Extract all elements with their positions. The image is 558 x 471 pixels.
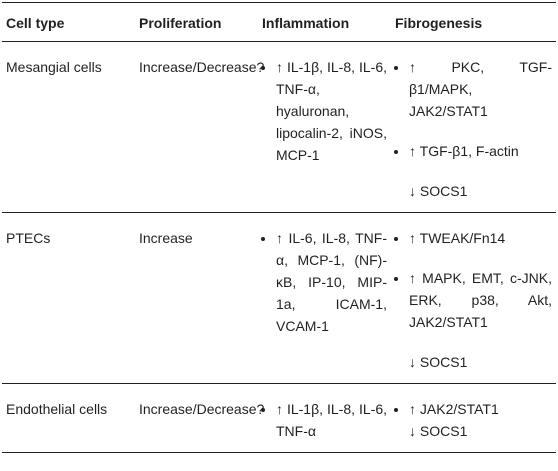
bullet-item: ↑ PKC, TGF-β1/MAPK, JAK2/STAT1: [409, 56, 552, 122]
bullet-list: ↑ PKC, TGF-β1/MAPK, JAK2/STAT1 ↑ TGF-β1, …: [395, 56, 552, 162]
proliferation: Increase/Decrease?: [135, 41, 264, 213]
bullet-item: ↑ IL-6, IL-8, TNF-α, MCP-1, (NF)-κB, IP-…: [276, 227, 387, 337]
inflammation: ↑ IL-6, IL-8, TNF-α, MCP-1, (NF)-κB, IP-…: [258, 212, 391, 384]
cell-type: Endothelial cells: [2, 383, 135, 453]
cell-type: PTECs: [2, 212, 135, 384]
proliferation: Increase: [135, 212, 258, 384]
cell-type: Mesangial cells: [2, 41, 135, 213]
bullet-list: ↑ IL-1β, IL-8, IL-6, TNF-α: [262, 398, 387, 442]
trailing-item: ↓ SOCS1: [409, 354, 468, 370]
fibrogenesis: ↑ PKC, TGF-β1/MAPK, JAK2/STAT1 ↑ TGF-β1, …: [391, 41, 556, 213]
bullet-list: ↑ JAK2/STAT1: [395, 398, 552, 420]
header-cell: Fibrogenesis: [391, 2, 556, 42]
header-cell: Cell type: [2, 2, 135, 42]
bullet-item: ↑ TGF-β1, F-actin: [409, 140, 552, 162]
fibrogenesis: ↑ JAK2/STAT1 ↓ SOCS1: [391, 383, 556, 453]
inflammation: ↑ IL-1β, IL-8, IL-6, TNF-α: [258, 383, 391, 453]
fibrogenesis: ↑ TWEAK/Fn14 ↑ MAPK, EMT, c-JNK, ERK, p38…: [391, 212, 556, 384]
inflammation: ↑ IL-1β, IL-8, IL-6, TNF-α, hyaluronan, …: [258, 41, 391, 213]
header-cell: Inflammation: [258, 2, 391, 42]
bullet-list: ↑ TWEAK/Fn14 ↑ MAPK, EMT, c-JNK, ERK, p38…: [395, 227, 552, 333]
bullet-item: ↑ MAPK, EMT, c-JNK, ERK, p38, Akt, JAK2/…: [409, 267, 552, 333]
bullet-list: ↑ IL-6, IL-8, TNF-α, MCP-1, (NF)-κB, IP-…: [262, 227, 387, 337]
trailing-item: ↓ SOCS1: [409, 423, 468, 439]
header-row: Cell type Proliferation Inflammation Fibrog…: [2, 2, 556, 42]
bullet-item: ↑ IL-1β, IL-8, IL-6, TNF-α: [276, 398, 387, 442]
bullet-item: ↑ IL-1β, IL-8, IL-6, TNF-α, hyaluronan, …: [276, 56, 387, 166]
bullet-item: ↑ TWEAK/Fn14: [409, 227, 552, 249]
bullet-list: ↑ IL-1β, IL-8, IL-6, TNF-α, hyaluronan, …: [262, 56, 387, 166]
header-cell: Proliferation: [135, 2, 258, 42]
trailing-item: ↓ SOCS1: [409, 183, 468, 199]
data-table: Cell type Proliferation Inflammation Fibrog…: [2, 2, 556, 453]
bullet-item: ↑ JAK2/STAT1: [409, 398, 552, 420]
proliferation: Increase/Decrease?: [135, 383, 264, 453]
